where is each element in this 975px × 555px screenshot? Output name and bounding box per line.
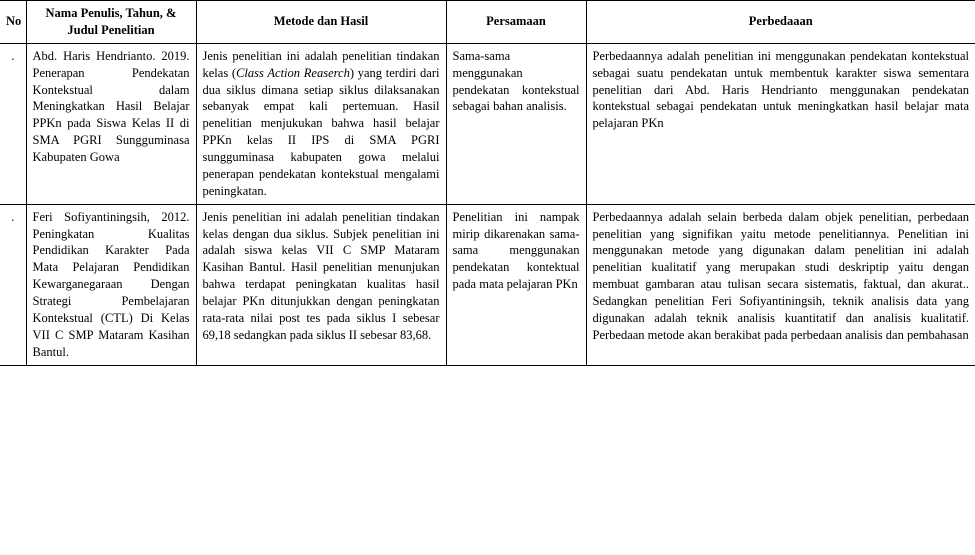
cell-persamaan: Penelitian ini nampak mirip dikarenakan … bbox=[446, 204, 586, 365]
cell-metode: Jenis penelitian ini adalah penelitian t… bbox=[196, 43, 446, 204]
table-header-row: No Nama Penulis, Tahun, & Judul Peneliti… bbox=[0, 1, 975, 44]
cell-persamaan: Sama-sama menggunakan pendekatan konteks… bbox=[446, 43, 586, 204]
cell-metode: Jenis penelitian ini adalah penelitian t… bbox=[196, 204, 446, 365]
cell-nama: Feri Sofiyantiningsih, 2012. Peningkatan… bbox=[26, 204, 196, 365]
header-persamaan: Persamaan bbox=[446, 1, 586, 44]
cell-no: . bbox=[0, 204, 26, 365]
metode-text-pre: Jenis penelitian ini adalah penelitian t… bbox=[203, 210, 440, 342]
cell-nama: Abd. Haris Hendrianto. 2019. Penerapan P… bbox=[26, 43, 196, 204]
cell-perbedaan: Perbedaannya adalah penelitian ini mengg… bbox=[586, 43, 975, 204]
cell-no: . bbox=[0, 43, 26, 204]
header-no: No bbox=[0, 1, 26, 44]
research-comparison-table: No Nama Penulis, Tahun, & Judul Peneliti… bbox=[0, 0, 975, 366]
metode-text-italic: Class Action Reaserch bbox=[236, 66, 350, 80]
cell-perbedaan: Perbedaannya adalah selain berbeda dalam… bbox=[586, 204, 975, 365]
header-nama: Nama Penulis, Tahun, & Judul Penelitian bbox=[26, 1, 196, 44]
table-row: . Feri Sofiyantiningsih, 2012. Peningkat… bbox=[0, 204, 975, 365]
metode-text-post: ) yang terdiri dari dua siklus dimana se… bbox=[203, 66, 440, 198]
header-metode: Metode dan Hasil bbox=[196, 1, 446, 44]
table-row: . Abd. Haris Hendrianto. 2019. Penerapan… bbox=[0, 43, 975, 204]
header-perbedaan: Perbedaaan bbox=[586, 1, 975, 44]
